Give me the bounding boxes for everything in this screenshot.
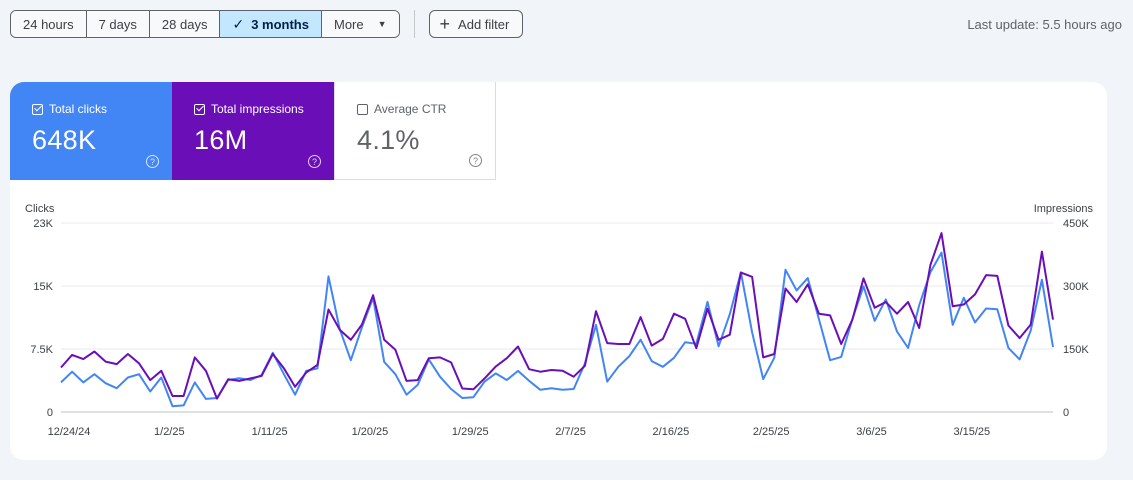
checkbox-checked-icon[interactable] bbox=[194, 103, 205, 115]
x-tick-label: 2/25/25 bbox=[753, 426, 790, 438]
date-range-toolbar: 24 hours 7 days 28 days ✓ 3 months More … bbox=[10, 10, 524, 38]
help-icon[interactable]: ? bbox=[469, 154, 482, 167]
range-3-months-button[interactable]: ✓ 3 months bbox=[220, 11, 322, 37]
total-clicks-label-row: Total clicks bbox=[32, 102, 172, 116]
x-tick-label: 1/29/25 bbox=[452, 426, 489, 438]
y-right-tick-label: 300K bbox=[1063, 281, 1089, 293]
range-7-days-button[interactable]: 7 days bbox=[86, 11, 150, 37]
total-impressions-value: 16M bbox=[194, 125, 248, 155]
range-24-hours-button[interactable]: 24 hours bbox=[11, 11, 87, 37]
impressions-series-line bbox=[60, 232, 1054, 400]
last-update-text: Last update: 5.5 hours ago bbox=[967, 17, 1122, 32]
add-filter-button[interactable]: + Add filter bbox=[428, 10, 524, 38]
checkbox-unchecked-icon[interactable] bbox=[357, 103, 368, 115]
total-clicks-label: Total clicks bbox=[49, 102, 108, 116]
x-tick-label: 2/16/25 bbox=[653, 426, 690, 438]
total-impressions-label-row: Total impressions bbox=[194, 102, 334, 116]
range-3-months-label: 3 months bbox=[251, 16, 309, 32]
total-clicks-tile[interactable]: Total clicks 648K ? bbox=[10, 82, 172, 180]
y-left-axis-title: Clicks bbox=[25, 203, 55, 215]
help-icon[interactable]: ? bbox=[146, 155, 159, 168]
x-tick-label: 2/7/25 bbox=[555, 426, 586, 438]
plus-icon: + bbox=[439, 14, 451, 34]
y-right-tick-label: 450K bbox=[1063, 218, 1089, 230]
y-left-tick-label: 15K bbox=[33, 281, 53, 293]
checkbox-checked-icon[interactable] bbox=[32, 103, 43, 115]
x-tick-label: 12/24/24 bbox=[48, 426, 91, 438]
x-tick-label: 1/11/25 bbox=[252, 426, 288, 438]
range-28-days-button[interactable]: 28 days bbox=[149, 11, 221, 37]
x-tick-label: 1/2/25 bbox=[154, 426, 185, 438]
x-tick-label: 3/15/25 bbox=[953, 426, 990, 438]
average-ctr-value: 4.1% bbox=[357, 125, 420, 155]
average-ctr-label: Average CTR bbox=[374, 102, 447, 116]
toolbar-divider bbox=[413, 10, 415, 38]
more-label: More bbox=[333, 16, 364, 32]
y-right-axis-title: Impressions bbox=[1034, 203, 1094, 215]
total-clicks-value: 648K bbox=[32, 125, 97, 155]
performance-chart[interactable]: 0 0 7.5K 150K 15K 300K 23K 450K Clicks Impression… bbox=[10, 82, 1107, 460]
more-ranges-button[interactable]: More ▼ bbox=[321, 11, 399, 37]
caret-down-icon: ▼ bbox=[377, 19, 387, 29]
y-right-tick-label: 150K bbox=[1063, 344, 1089, 356]
performance-card: Total clicks 648K ? Total impressions 16… bbox=[10, 82, 1107, 460]
average-ctr-label-row: Average CTR bbox=[357, 102, 495, 116]
y-left-tick-label: 0 bbox=[47, 407, 53, 419]
check-icon: ✓ bbox=[232, 15, 245, 32]
add-filter-label: Add filter bbox=[458, 16, 510, 32]
x-tick-label: 3/6/25 bbox=[856, 426, 887, 438]
y-left-tick-label: 23K bbox=[33, 218, 53, 230]
total-impressions-label: Total impressions bbox=[211, 102, 304, 116]
x-tick-label: 1/20/25 bbox=[352, 426, 389, 438]
average-ctr-tile[interactable]: Average CTR 4.1% ? bbox=[334, 82, 496, 180]
date-range-selector: 24 hours 7 days 28 days ✓ 3 months More … bbox=[10, 10, 400, 38]
y-right-tick-label: 0 bbox=[1063, 407, 1069, 419]
y-left-tick-label: 7.5K bbox=[30, 344, 53, 356]
total-impressions-tile[interactable]: Total impressions 16M ? bbox=[172, 82, 334, 180]
help-icon[interactable]: ? bbox=[308, 155, 321, 168]
